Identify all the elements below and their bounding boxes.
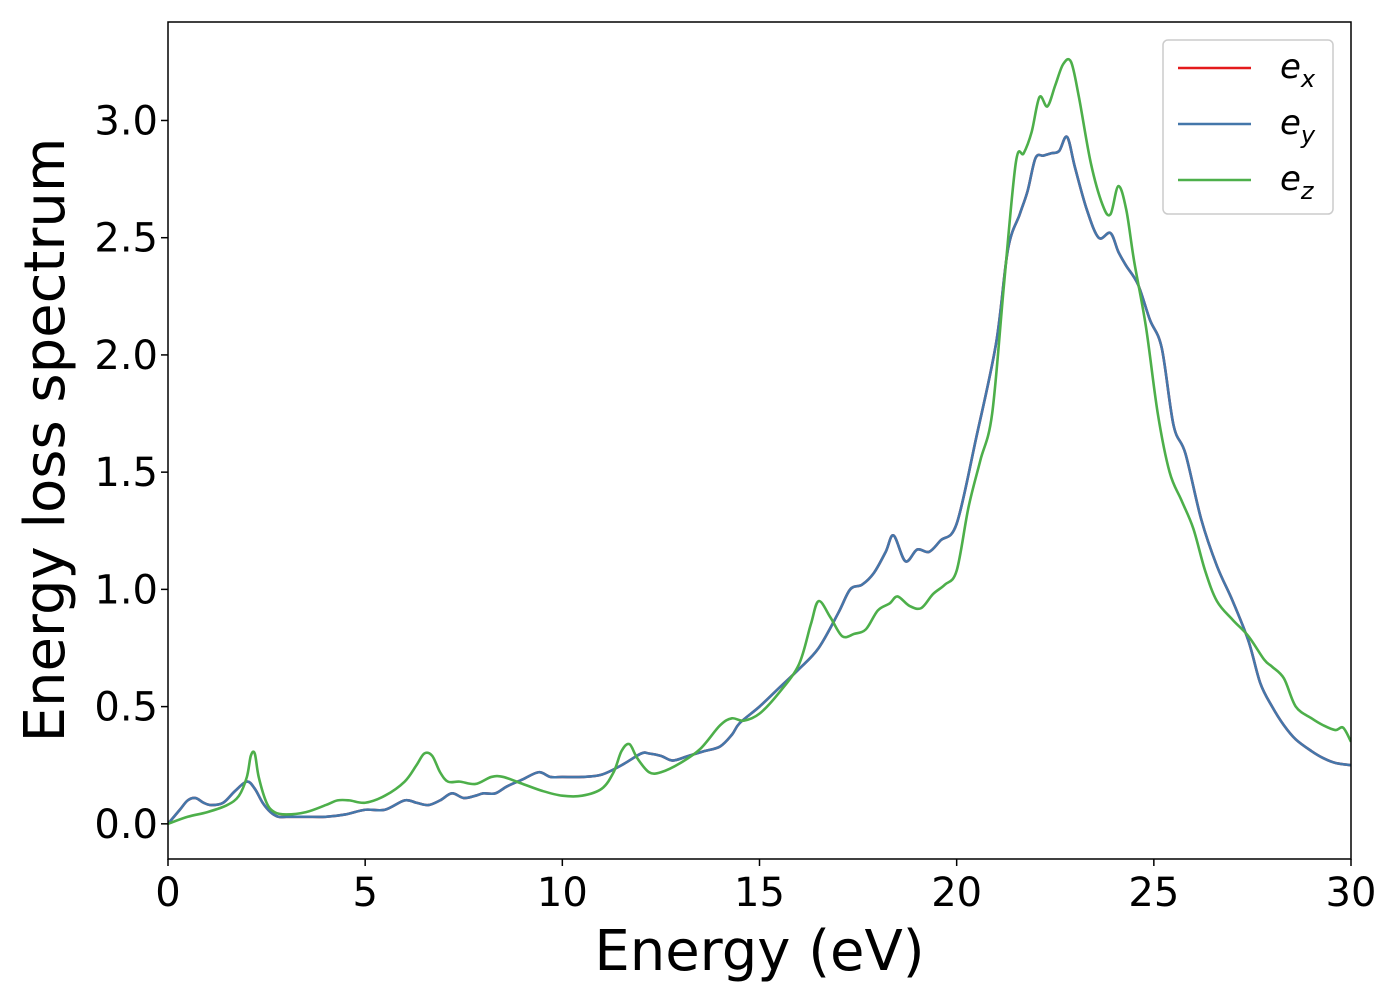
legend: ex ey ez bbox=[1162, 39, 1334, 215]
x-tick-label: 5 bbox=[352, 870, 377, 916]
x-tick-label: 30 bbox=[1326, 870, 1377, 916]
x-tick-label: 0 bbox=[155, 870, 180, 916]
series-layer bbox=[168, 57, 1351, 826]
x-tick-label: 20 bbox=[931, 870, 982, 916]
x-tick-label: 25 bbox=[1128, 870, 1179, 916]
y-tick-label: 2.5 bbox=[94, 216, 158, 262]
legend-label-e-z: ez bbox=[1280, 159, 1315, 205]
x-tick-label: 10 bbox=[537, 870, 588, 916]
series-line-e-y bbox=[168, 135, 1351, 825]
x-axis: 0 5 10 15 20 25 30 bbox=[155, 859, 1376, 916]
y-axis-label: Energy loss spectrum bbox=[13, 138, 78, 743]
legend-label-e-y: ey bbox=[1280, 103, 1316, 149]
y-tick-label: 1.0 bbox=[94, 567, 158, 613]
x-tick-label: 15 bbox=[734, 870, 785, 916]
y-tick-label: 1.5 bbox=[94, 450, 158, 496]
y-axis: 0.0 0.5 1.0 1.5 2.0 2.5 3.0 bbox=[94, 98, 168, 848]
legend-frame bbox=[1162, 39, 1334, 215]
legend-label-e-x: ex bbox=[1280, 47, 1316, 93]
y-tick-label: 3.0 bbox=[94, 98, 158, 144]
series-line-e-z bbox=[168, 57, 1351, 826]
y-tick-label: 2.0 bbox=[94, 333, 158, 379]
x-axis-label: Energy (eV) bbox=[594, 919, 924, 984]
y-tick-label: 0.0 bbox=[94, 802, 158, 848]
y-tick-label: 0.5 bbox=[94, 685, 158, 731]
